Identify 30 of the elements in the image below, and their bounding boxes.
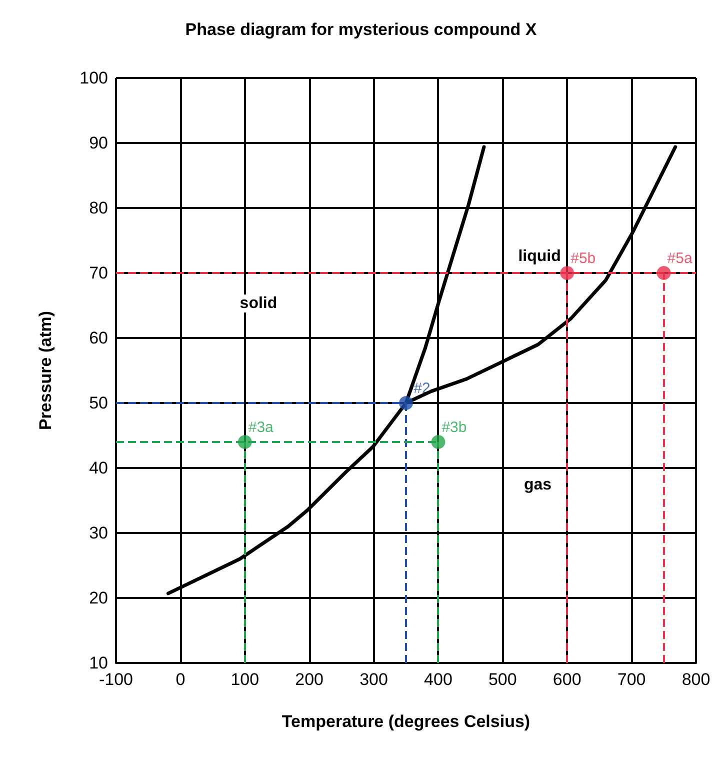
- x-tick-label: 100: [230, 670, 260, 689]
- x-tick-label: 700: [617, 670, 646, 689]
- x-tick-label: 400: [424, 670, 452, 689]
- y-tick-label: 10: [89, 654, 108, 672]
- x-tick-label: 0: [176, 670, 186, 689]
- annotation: liquid: [518, 248, 561, 266]
- annotation: #3b: [442, 419, 467, 436]
- y-tick-label: 40: [89, 458, 108, 478]
- annotation: #5a: [667, 250, 693, 267]
- chart-title: Phase diagram for mysterious compound X: [185, 20, 538, 39]
- x-tick-label: 800: [682, 670, 710, 689]
- x-axis-title: Temperature (degrees Celsius): [282, 712, 530, 731]
- y-tick-label: 80: [89, 198, 108, 218]
- y-tick-label: 30: [89, 524, 108, 542]
- annotation: solid: [240, 294, 278, 312]
- y-tick-label: 90: [89, 134, 108, 152]
- x-tick-label: -100: [98, 670, 134, 689]
- annotation: gas: [524, 476, 552, 494]
- y-tick-label: 20: [89, 588, 108, 608]
- x-tick-label: 300: [360, 670, 388, 689]
- y-tick-label: 50: [89, 394, 108, 412]
- annotation: #5b: [570, 250, 596, 267]
- y-tick-label: 70: [89, 264, 108, 282]
- x-tick-label: 600: [552, 670, 582, 689]
- annotation: #3a: [248, 419, 274, 436]
- y-axis-title: Pressure (atm): [36, 310, 55, 430]
- y-tick-label: 60: [89, 328, 108, 348]
- x-tick-label: 500: [488, 670, 517, 689]
- y-tick-label: 100: [80, 68, 108, 88]
- x-tick-label: 200: [295, 670, 324, 689]
